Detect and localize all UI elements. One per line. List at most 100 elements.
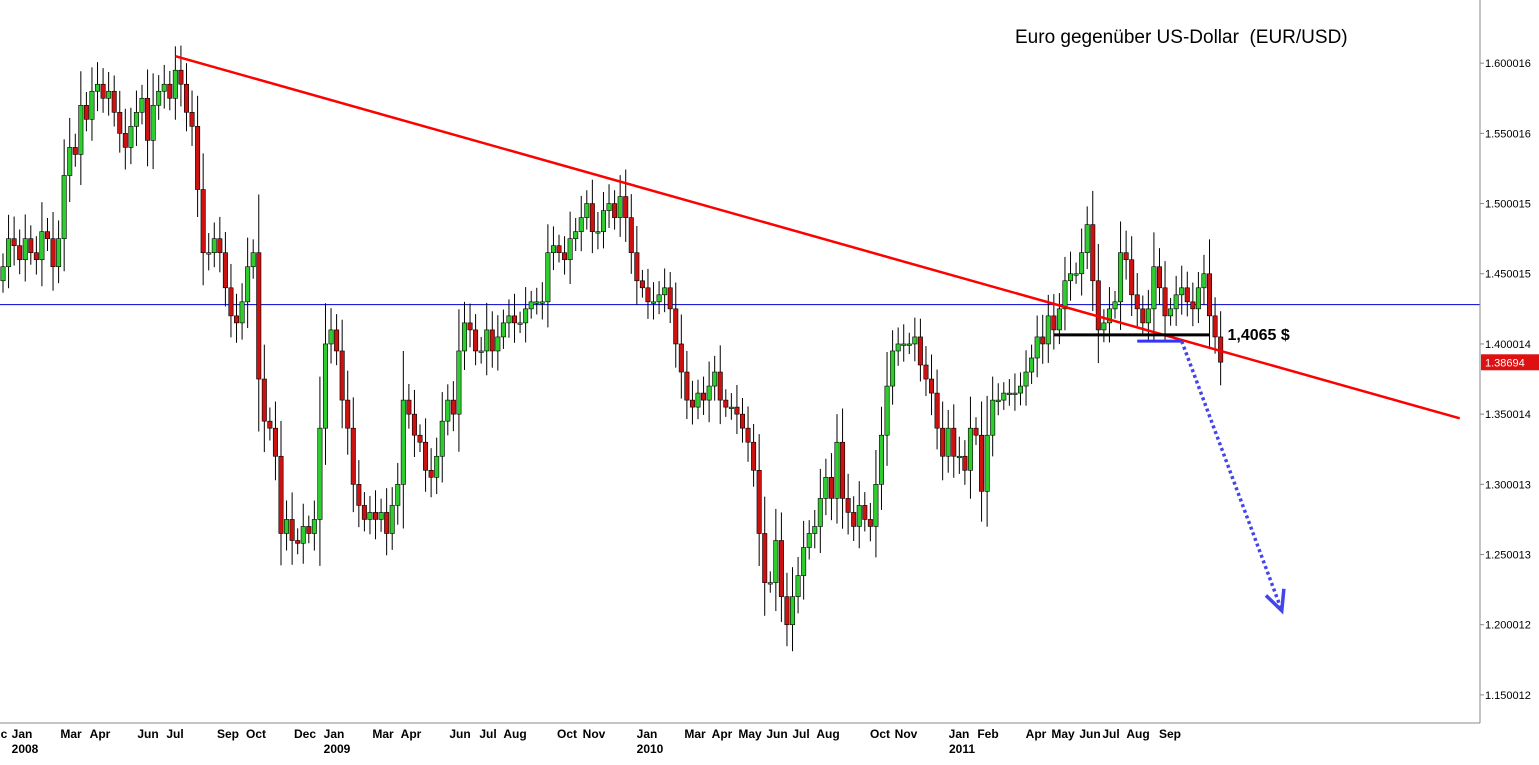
x-tick-label: Mar [372, 727, 394, 741]
candle-body [512, 315, 518, 324]
candle-body [28, 238, 34, 253]
candle-body [122, 133, 128, 148]
candle-body [773, 540, 779, 583]
candle-body [717, 371, 723, 401]
current-price-label: 1.38694 [1485, 357, 1525, 369]
candle-body [33, 252, 39, 261]
candle-body [639, 280, 645, 289]
candle-body [1056, 308, 1062, 331]
y-tick-label: 1.250013 [1485, 550, 1531, 562]
candle-body [417, 434, 423, 443]
x-tick-label: Jan [949, 727, 970, 741]
candle-body [656, 294, 662, 303]
candle-body [867, 519, 873, 527]
candle-body [628, 217, 634, 253]
candle-body [562, 252, 568, 261]
candle-body [573, 231, 579, 239]
candle-body [261, 378, 267, 422]
candle-body [534, 301, 540, 304]
candle-body [172, 69, 178, 99]
candle-body [823, 477, 829, 499]
candle-body [17, 245, 23, 261]
candle-body [150, 104, 156, 141]
x-year-label: 2009 [324, 742, 351, 756]
candle-body [995, 399, 1001, 402]
candle-body [1023, 371, 1029, 387]
candle-body [612, 203, 618, 218]
candle-body [684, 371, 690, 401]
x-year-label: 2010 [637, 742, 664, 756]
x-tick-label: Jul [1102, 727, 1119, 741]
candle-body [873, 484, 879, 527]
candle-body [1073, 273, 1079, 276]
candle-body [1001, 392, 1007, 401]
candle-body [617, 196, 623, 218]
candle-body [973, 427, 979, 436]
candle-body [278, 455, 284, 534]
candle-body [161, 83, 167, 92]
candle-body [795, 575, 801, 597]
candle-body [539, 301, 545, 304]
candle-body [1190, 301, 1196, 310]
candle-body [234, 315, 240, 324]
candle-body [106, 90, 112, 99]
y-axis: 1.600016 1.550016 1.500015 1.450015 1.400014… [1480, 58, 1539, 702]
candle-body [1145, 308, 1151, 324]
candle-body [862, 505, 868, 520]
x-tick-label: Aug [503, 727, 526, 741]
candle-body [1118, 252, 1124, 303]
candle-body [923, 364, 929, 380]
candle-body [1112, 301, 1118, 310]
x-tick-label: Dec [294, 727, 316, 741]
x-tick-label: Jul [792, 727, 809, 741]
candle-body [423, 441, 429, 471]
candle-body [1151, 266, 1157, 310]
candle-body [801, 547, 807, 576]
x-tick-label: Mar [684, 727, 706, 741]
candle-body [83, 104, 89, 120]
candle-body [762, 533, 768, 583]
x-tick-label: Jun [137, 727, 158, 741]
candle-body [1012, 392, 1018, 395]
projection-arrow-head [1264, 588, 1286, 615]
candle-body [445, 399, 451, 422]
candle-body [200, 189, 206, 253]
candle-body [678, 343, 684, 373]
candle-body [156, 90, 162, 106]
y-tick-label: 1.400014 [1485, 339, 1531, 351]
candle-body [0, 266, 6, 282]
candle-body [356, 484, 362, 506]
candle-body [128, 126, 134, 148]
candle-body [111, 90, 117, 113]
candle-body [206, 252, 212, 255]
candle-body [50, 238, 56, 268]
candle-body [439, 420, 445, 457]
candle-body [1062, 280, 1068, 310]
support-price-label: 1,4065 $ [1228, 327, 1290, 344]
y-tick-label: 1.200012 [1485, 620, 1531, 632]
x-tick-label: Sep [1159, 727, 1181, 741]
candle-body [133, 112, 139, 127]
candle-body [734, 406, 740, 415]
candle-body [984, 434, 990, 492]
candle-body [117, 112, 123, 134]
candle-body [500, 322, 506, 338]
x-tick-label: Jan [324, 727, 345, 741]
candle-body [662, 287, 668, 296]
x-tick-label: c [1, 727, 8, 741]
candle-body [751, 441, 757, 471]
candle-body [400, 399, 406, 485]
candle-body [934, 392, 940, 429]
candle-body [778, 540, 784, 597]
candle-body [756, 470, 762, 534]
x-tick-label: Jan [12, 727, 33, 741]
candle-body [695, 392, 701, 408]
candle-body [667, 287, 673, 310]
candle-body [256, 252, 262, 380]
x-tick-label: Jun [766, 727, 787, 741]
candle-body [1201, 273, 1207, 289]
candle-body [250, 252, 256, 268]
candle-body [745, 427, 751, 443]
